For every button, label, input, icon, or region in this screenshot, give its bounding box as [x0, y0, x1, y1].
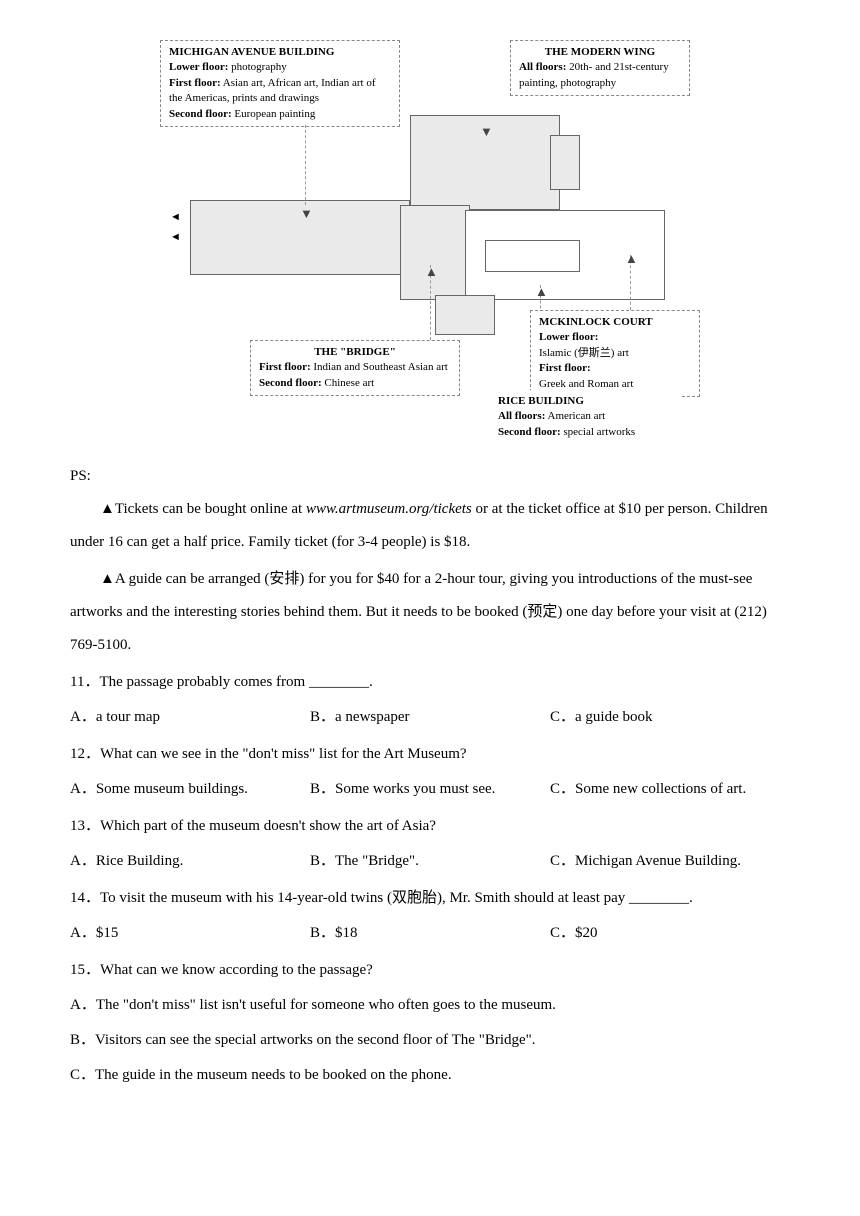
q11-options: A．a tour map B．a newspaper C．a guide boo… — [70, 701, 790, 734]
dotline — [305, 125, 306, 205]
tickets-url: www.artmuseum.org/tickets — [306, 501, 472, 517]
mckinlock-lower: Islamic (伊斯兰) art — [539, 346, 691, 361]
q12-options: A．Some museum buildings. B．Some works yo… — [70, 773, 790, 806]
q15-b: B．Visitors can see the special artworks … — [70, 1024, 790, 1057]
rice-all: All floors: American art — [498, 409, 672, 424]
q12-a: A．Some museum buildings. — [70, 773, 310, 806]
michigan-first: First floor: Asian art, African art, Ind… — [169, 76, 391, 107]
ps-1: ▲Tickets can be bought online at www.art… — [70, 493, 790, 559]
rice-title: RICE BUILDING — [498, 394, 672, 409]
q11-b: B．a newspaper — [310, 701, 550, 734]
shape-rice — [435, 295, 495, 335]
q15: 15．What can we know according to the pas… — [70, 954, 790, 987]
q13-b: B．The "Bridge". — [310, 845, 550, 878]
arrow-up-icon: ▲ — [535, 278, 548, 307]
q13-options: A．Rice Building. B．The "Bridge". C．Michi… — [70, 845, 790, 878]
q15-c: C．The guide in the museum needs to be bo… — [70, 1059, 790, 1092]
bridge-box: THE "BRIDGE" First floor: Indian and Sou… — [250, 340, 460, 396]
modern-box: THE MODERN WING All floors: 20th- and 21… — [510, 40, 690, 96]
michigan-second: Second floor: European painting — [169, 107, 391, 122]
q15-a: A．The "don't miss" list isn't useful for… — [70, 989, 790, 1022]
bridge-second: Second floor: Chinese art — [259, 376, 451, 391]
modern-title: THE MODERN WING — [519, 45, 681, 60]
q11: 11．The passage probably comes from _____… — [70, 666, 790, 699]
q11-c: C．a guide book — [550, 701, 790, 734]
bridge-first: First floor: Indian and Southeast Asian … — [259, 360, 451, 375]
shape-modern-annex — [550, 135, 580, 190]
q14-c: C．$20 — [550, 917, 790, 950]
michigan-lower: Lower floor: photography — [169, 60, 391, 75]
passage-body: PS: ▲Tickets can be bought online at www… — [70, 460, 790, 1092]
q14-b: B．$18 — [310, 917, 550, 950]
arrow-up-icon: ▲ — [625, 245, 638, 274]
q13-a: A．Rice Building. — [70, 845, 310, 878]
q12-b: B．Some works you must see. — [310, 773, 550, 806]
mckinlock-title: MCKINLOCK COURT — [539, 315, 691, 330]
ps-label: PS: — [70, 460, 790, 493]
q14-options: A．$15 B．$18 C．$20 — [70, 917, 790, 950]
rice-second: Second floor: special artworks — [498, 425, 672, 440]
q13: 13．Which part of the museum doesn't show… — [70, 810, 790, 843]
mckinlock-first-label: First floor: — [539, 361, 691, 376]
q11-a: A．a tour map — [70, 701, 310, 734]
museum-map: MICHIGAN AVENUE BUILDING Lower floor: ph… — [150, 40, 710, 440]
bridge-title: THE "BRIDGE" — [259, 345, 451, 360]
mckinlock-lower-label: Lower floor: — [539, 330, 691, 345]
modern-all: All floors: 20th- and 21st-century paint… — [519, 60, 681, 91]
entrance-icon: ◄ — [170, 225, 181, 249]
shape-inner — [485, 240, 580, 272]
q12-c: C．Some new collections of art. — [550, 773, 790, 806]
michigan-box: MICHIGAN AVENUE BUILDING Lower floor: ph… — [160, 40, 400, 127]
arrow-down-icon: ▼ — [300, 200, 313, 229]
michigan-title: MICHIGAN AVENUE BUILDING — [169, 45, 391, 60]
q14: 14．To visit the museum with his 14-year-… — [70, 882, 790, 915]
arrow-down-icon: ▼ — [480, 118, 493, 147]
q14-a: A．$15 — [70, 917, 310, 950]
q13-c: C．Michigan Avenue Building. — [550, 845, 790, 878]
ps-2: ▲A guide can be arranged (安排) for you fo… — [70, 563, 790, 662]
arrow-up-icon: ▲ — [425, 258, 438, 287]
rice-box: RICE BUILDING All floors: American art S… — [490, 390, 680, 444]
q12: 12．What can we see in the "don't miss" l… — [70, 738, 790, 771]
mckinlock-box: MCKINLOCK COURT Lower floor: Islamic (伊斯… — [530, 310, 700, 397]
